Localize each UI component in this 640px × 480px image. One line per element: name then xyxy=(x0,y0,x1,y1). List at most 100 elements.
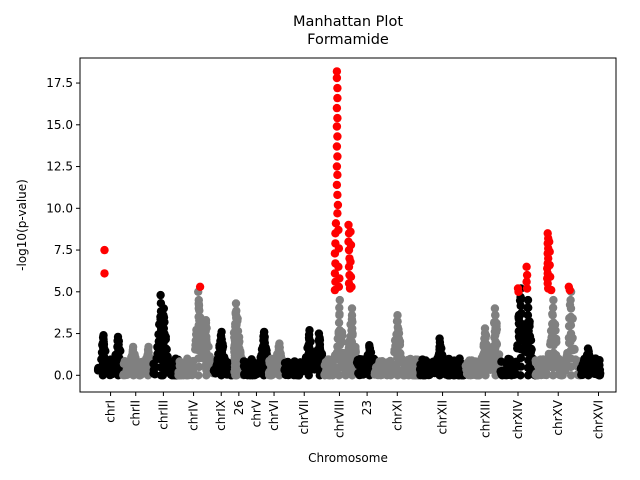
data-point xyxy=(348,364,357,373)
data-point xyxy=(491,344,500,353)
data-point xyxy=(159,311,168,320)
data-point xyxy=(283,357,292,367)
significant-point xyxy=(331,219,341,228)
data-point xyxy=(194,371,203,380)
significant-point xyxy=(545,237,554,246)
data-point xyxy=(466,370,475,380)
data-point xyxy=(386,359,396,368)
significant-point xyxy=(333,132,342,141)
data-point xyxy=(548,363,557,372)
x-tick-label: chrXI xyxy=(390,400,404,431)
y-tick-label: 17.5 xyxy=(46,76,73,90)
data-point xyxy=(445,371,454,380)
significant-point xyxy=(332,73,342,83)
data-point xyxy=(194,321,203,330)
data-point xyxy=(357,355,367,364)
data-point xyxy=(497,357,506,366)
significant-point xyxy=(333,190,342,200)
data-point xyxy=(378,370,387,379)
significant-point xyxy=(333,83,342,93)
data-point xyxy=(347,311,357,320)
data-point xyxy=(566,304,576,313)
data-point xyxy=(347,304,357,313)
data-point xyxy=(348,324,357,333)
data-point xyxy=(314,329,324,338)
y-tick-label: 0.0 xyxy=(54,368,73,382)
significant-point xyxy=(332,67,342,76)
x-axis-label: Chromosome xyxy=(308,451,388,465)
data-point xyxy=(217,327,226,337)
x-tick-label: chrIX xyxy=(214,400,228,431)
data-point xyxy=(393,359,402,368)
data-point xyxy=(184,356,193,365)
data-point xyxy=(523,311,533,320)
data-point xyxy=(471,357,480,366)
significant-point xyxy=(100,269,109,278)
significant-point xyxy=(346,272,356,281)
data-point xyxy=(194,312,203,322)
significant-point xyxy=(514,287,523,296)
data-point xyxy=(335,333,344,342)
data-point xyxy=(230,337,240,347)
data-point xyxy=(524,371,533,380)
data-point xyxy=(260,327,269,337)
data-point xyxy=(516,327,525,337)
data-point xyxy=(245,371,255,380)
x-tick-label: chrIV xyxy=(187,399,201,431)
data-point xyxy=(516,319,525,328)
data-point xyxy=(121,370,130,380)
data-point xyxy=(533,370,542,380)
significant-point xyxy=(333,170,342,180)
significant-point xyxy=(332,162,342,171)
significant-point xyxy=(522,262,531,271)
data-point xyxy=(305,326,314,335)
x-tick-label: chrII xyxy=(129,400,143,426)
data-point xyxy=(232,306,241,315)
data-point xyxy=(480,324,490,333)
data-point xyxy=(566,354,576,363)
significant-point xyxy=(545,247,554,256)
data-point xyxy=(454,371,463,380)
data-point xyxy=(497,369,506,379)
data-point xyxy=(393,371,402,380)
data-point xyxy=(566,362,576,372)
data-point xyxy=(275,339,284,348)
x-tick-label: 23 xyxy=(360,400,374,415)
data-point xyxy=(194,354,203,363)
significant-point xyxy=(333,93,342,103)
data-point xyxy=(516,301,525,310)
data-point xyxy=(335,303,344,312)
data-point xyxy=(123,359,132,369)
y-tick-label: 5.0 xyxy=(54,285,73,299)
y-tick-label: 10.0 xyxy=(46,201,73,215)
data-point xyxy=(335,311,344,320)
data-point xyxy=(358,367,367,376)
significant-point xyxy=(346,240,356,250)
data-point xyxy=(177,366,187,376)
data-point xyxy=(417,370,426,379)
data-point xyxy=(549,326,558,335)
data-point xyxy=(566,346,576,355)
data-point xyxy=(549,295,558,305)
x-tick-label: chrXVI xyxy=(591,400,605,439)
data-point xyxy=(524,356,533,365)
x-tick-label: chrVIII xyxy=(332,400,346,438)
significant-point xyxy=(346,257,355,266)
y-tick-label: 7.5 xyxy=(54,243,73,257)
data-point xyxy=(566,371,576,380)
significant-point xyxy=(333,113,342,123)
data-point xyxy=(491,351,500,360)
data-point xyxy=(523,348,532,357)
data-point xyxy=(516,310,525,319)
data-point xyxy=(375,359,385,368)
y-axis: 0.0 2.5 5.0 7.5 10.0 12.5 15.0 17.5 xyxy=(46,76,80,382)
data-point xyxy=(595,371,605,380)
data-point xyxy=(232,328,241,337)
data-point xyxy=(194,329,203,338)
significant-point xyxy=(195,282,205,291)
significant-point xyxy=(522,270,532,280)
significant-point xyxy=(344,220,353,230)
data-point xyxy=(334,318,344,327)
data-point xyxy=(106,368,115,377)
